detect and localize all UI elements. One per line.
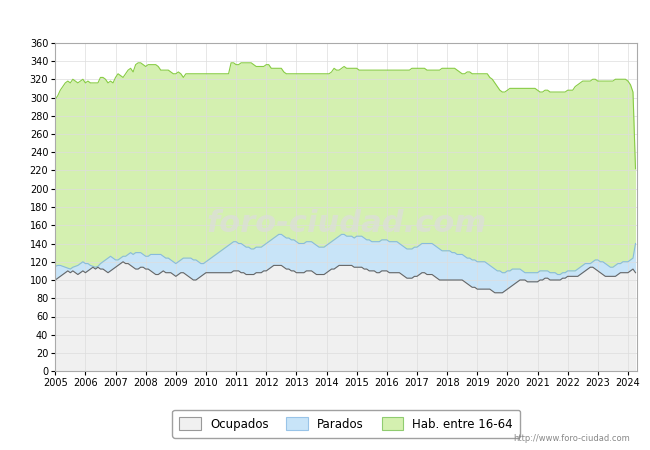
Text: Aldeaquemada - Evolucion de la poblacion en edad de Trabajar Septiembre de 2024: Aldeaquemada - Evolucion de la poblacion… (85, 12, 565, 22)
Text: foro-ciudad.com: foro-ciudad.com (206, 209, 486, 238)
Text: http://www.foro-ciudad.com: http://www.foro-ciudad.com (514, 434, 630, 443)
Legend: Ocupados, Parados, Hab. entre 16-64: Ocupados, Parados, Hab. entre 16-64 (172, 410, 520, 437)
